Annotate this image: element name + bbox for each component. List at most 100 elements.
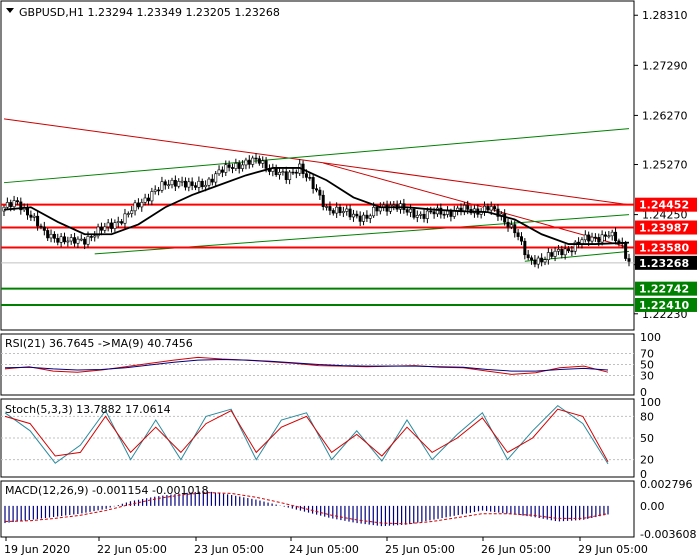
candle-body [210,178,214,183]
candle-body [261,160,265,164]
moving-average-line[interactable] [3,167,630,245]
candle-body [106,222,110,228]
macd-tick-label: -0.003608 [640,528,696,541]
time-tick-label: 29 Jun 05:00 [578,543,648,556]
candle-body [177,181,181,187]
time-tick-label: 24 Jun 05:00 [289,543,359,556]
time-tick-label: 22 Jun 05:00 [97,543,167,556]
candle-body [103,226,107,231]
candle-body [73,237,77,244]
candle-body [49,233,53,239]
candle-body [425,210,429,219]
level-label-box [635,297,697,312]
candle-body [264,160,268,169]
rsi-panel[interactable] [1,353,634,376]
candle-body [197,180,201,188]
candle-body [600,234,604,243]
macd-panel[interactable] [4,491,609,527]
candle-body [335,206,339,214]
candle-body [56,238,60,243]
candle-body [89,236,93,238]
candle-body [26,207,30,216]
trend-line[interactable] [3,128,630,184]
axes: 1.28310 1.27290 1.26270 1.25270 1.24250 1.232… [4,9,697,556]
candle-body [627,258,631,262]
candle-body [180,180,184,183]
candle-body [163,181,167,186]
stoch-tick-label: 80 [640,410,654,423]
candle-body [368,215,372,219]
candle-body [96,226,100,237]
candle-body [308,177,312,179]
candle-body [133,202,137,212]
rsi-tick-label: 50 [640,359,654,372]
candle-body [113,222,117,229]
candle-body [160,181,164,191]
indicator-line [4,408,609,463]
candle-body [157,189,161,192]
candle-body [351,213,355,218]
candle-body [304,173,308,178]
candle-body [79,238,83,241]
trend-line[interactable] [3,118,630,206]
candle-body [76,238,80,244]
candle-body [375,206,379,212]
candle-body [435,207,439,215]
candle-body [237,162,241,169]
candle-body [365,214,369,219]
candle-body [62,236,66,243]
current-price-label: 1.23268 [639,257,689,270]
candle-body [543,259,547,263]
candle-body [415,215,419,218]
candle-body [432,211,436,215]
candle-body [493,206,497,210]
candle-body [173,179,177,187]
stoch-label: Stoch(5,3,3) 13.7882 17.0614 [5,403,171,416]
candle-body [66,240,70,243]
candle-body [503,213,507,223]
candle-body [422,213,426,219]
candle-body [358,215,362,222]
candle-body [593,236,597,239]
candle-body [224,164,228,173]
candle-body [331,210,335,214]
candle-body [146,197,150,202]
symbol-header: GBPUSD,H1 1.23294 1.23349 1.23205 1.2326… [19,6,280,19]
candle-body [610,231,614,237]
time-tick-label: 19 Jun 2020 [4,543,70,556]
candle-body [153,189,157,192]
rsi-tick-label: 70 [640,348,654,361]
candle-body [204,184,208,188]
candle-body [583,234,587,241]
candle-body [52,233,56,239]
candle-body [338,206,342,214]
macd-tick-label: 0.00 [640,500,665,513]
candle-body [318,189,322,196]
candle-body [489,206,493,211]
candle-body [509,224,513,228]
price-tick-label: 1.24250 [642,209,688,222]
candle-body [567,248,571,252]
chevron-down-icon[interactable] [6,8,14,13]
candle-body [281,171,285,173]
candle-body [321,194,325,208]
candle-body [328,206,332,211]
candle-body [278,171,282,176]
price-panel[interactable] [1,118,634,306]
candle-body [419,213,423,216]
time-tick-label: 26 Jun 05:00 [481,543,551,556]
candle-body [116,221,120,223]
candle-body [563,248,567,256]
candle-body [140,202,144,208]
candle-body [405,209,409,213]
candle-body [607,235,611,238]
candle-body [69,237,73,242]
candle-body [355,213,359,217]
macd-tick-label: 0.002796 [640,478,693,491]
candle-body [86,236,90,245]
candle-body [513,224,517,234]
candle-body [257,158,261,164]
level-label-box [635,197,697,212]
stochastic-panel[interactable] [1,404,634,465]
